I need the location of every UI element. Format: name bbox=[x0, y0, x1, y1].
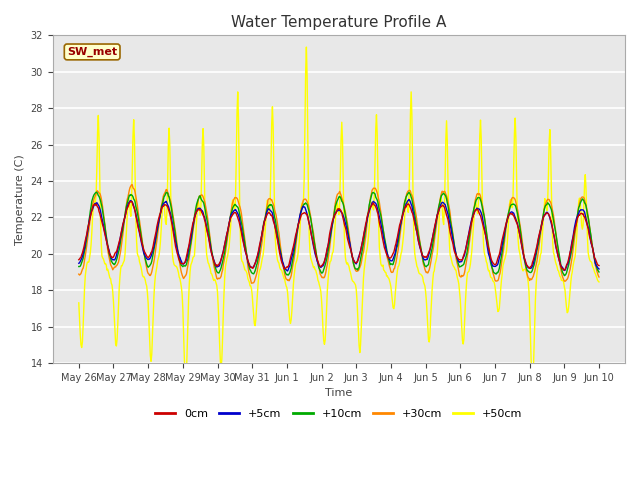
Text: SW_met: SW_met bbox=[67, 47, 117, 57]
Legend: 0cm, +5cm, +10cm, +30cm, +50cm: 0cm, +5cm, +10cm, +30cm, +50cm bbox=[151, 404, 527, 423]
X-axis label: Time: Time bbox=[325, 388, 353, 398]
Y-axis label: Temperature (C): Temperature (C) bbox=[15, 154, 25, 244]
Title: Water Temperature Profile A: Water Temperature Profile A bbox=[231, 15, 447, 30]
